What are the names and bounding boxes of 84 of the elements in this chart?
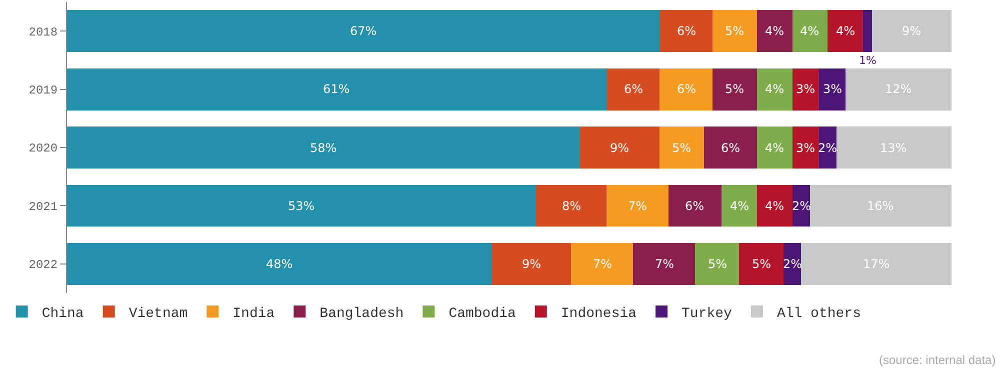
- data-label: 9%: [522, 257, 542, 271]
- data-label: 61%: [323, 82, 350, 96]
- data-label: 7%: [593, 257, 612, 271]
- data-label: 4%: [765, 199, 784, 213]
- bar: [818, 68, 846, 110]
- data-label: 4%: [765, 82, 784, 96]
- y-tick-label: 2019: [28, 84, 58, 98]
- bar: [792, 10, 828, 52]
- data-label: 7%: [628, 199, 648, 213]
- bar: [863, 10, 872, 52]
- data-label: 2%: [818, 141, 838, 155]
- data-label: 6%: [677, 24, 696, 38]
- bar: [739, 242, 784, 285]
- legend-label: Indonesia: [560, 306, 637, 322]
- data-label: 3%: [823, 82, 842, 96]
- bar: [801, 242, 952, 285]
- legend-label: Vietnam: [128, 306, 188, 322]
- data-label: 6%: [685, 199, 704, 213]
- bar: [660, 10, 713, 52]
- bar: [606, 68, 660, 110]
- bar: [756, 10, 792, 52]
- data-label: 6%: [721, 141, 740, 155]
- bar: [67, 10, 660, 52]
- bar: [836, 126, 952, 168]
- data-label: 48%: [266, 257, 293, 271]
- legend-label: China: [42, 306, 84, 322]
- bar: [756, 68, 792, 110]
- data-label: 5%: [672, 141, 692, 155]
- bar: [704, 126, 757, 168]
- bar: [756, 126, 792, 168]
- data-label: 5%: [725, 82, 744, 96]
- bar: [668, 184, 722, 227]
- data-label: 4%: [836, 24, 856, 38]
- legend-label: Turkey: [682, 306, 732, 322]
- text: (source: internal data): [879, 353, 996, 367]
- data-label: 4%: [730, 199, 750, 213]
- bar: [633, 242, 695, 285]
- y-tick-label: 2022: [28, 258, 58, 272]
- bar: [792, 68, 819, 110]
- legend-label: Cambodia: [448, 306, 516, 322]
- data-label: 4%: [800, 24, 820, 38]
- y-tick-label: 2021: [28, 200, 58, 214]
- data-label: 6%: [624, 82, 644, 96]
- data-label: 5%: [708, 257, 728, 271]
- y-tick-label: 2018: [28, 25, 58, 40]
- data-label: 9%: [610, 141, 630, 155]
- bar: [536, 184, 607, 227]
- bar: [67, 242, 492, 285]
- legend-label: All others: [776, 306, 861, 322]
- data-label: 53%: [288, 199, 315, 213]
- data-label: 67%: [350, 24, 377, 38]
- data-label: 3%: [796, 82, 816, 96]
- bar: [712, 10, 757, 52]
- bar: [712, 68, 757, 110]
- bar: [606, 184, 668, 227]
- data-label: 7%: [655, 257, 674, 271]
- data-label: 58%: [310, 141, 337, 155]
- bar: [571, 242, 634, 285]
- bar: [67, 126, 580, 168]
- bar: [721, 184, 757, 227]
- legend-label: India: [232, 306, 275, 322]
- data-label: 5%: [752, 257, 772, 271]
- bar: [828, 10, 864, 52]
- bar: [67, 68, 607, 110]
- bar: [660, 126, 704, 168]
- bar: [492, 242, 572, 285]
- data-label: 5%: [725, 24, 744, 38]
- bar: [810, 184, 952, 227]
- bar: [660, 68, 713, 110]
- data-label: 3%: [796, 141, 816, 155]
- bar: [845, 68, 952, 110]
- data-label: 4%: [765, 24, 784, 38]
- bar: [67, 184, 536, 227]
- data-label: 6%: [677, 82, 696, 96]
- bar: [872, 10, 952, 52]
- data-label: 1%: [859, 54, 876, 67]
- y-tick-label: 2020: [28, 142, 58, 156]
- legend-label: Bangladesh: [320, 306, 404, 322]
- bar: [756, 184, 792, 227]
- data-label: 8%: [562, 199, 582, 213]
- bar: [694, 242, 740, 285]
- bar: [580, 126, 660, 168]
- data-label: 4%: [765, 141, 784, 155]
- bar: [792, 126, 819, 168]
